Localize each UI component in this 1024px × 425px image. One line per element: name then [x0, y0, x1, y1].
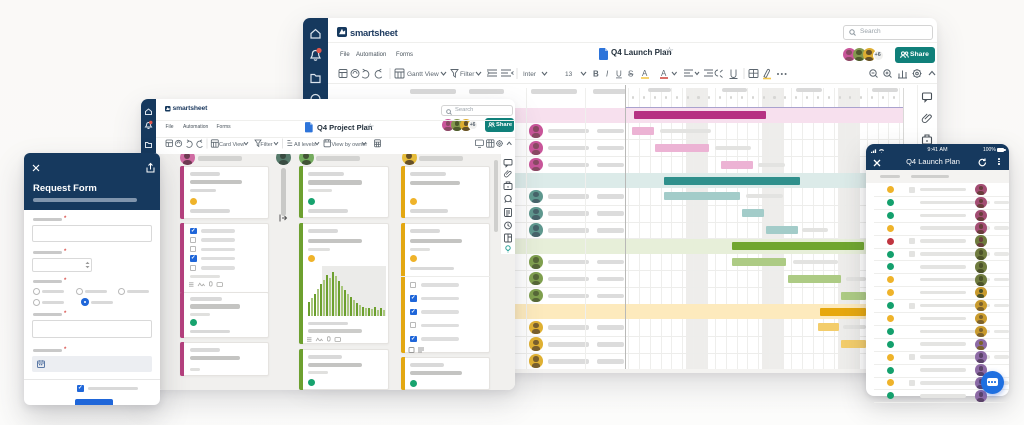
- svg-text:Filter: Filter: [260, 142, 272, 148]
- svg-text:I: I: [606, 70, 609, 79]
- svg-text:All levels: All levels: [294, 142, 316, 148]
- svg-text:U: U: [616, 70, 622, 79]
- svg-text:Filter: Filter: [460, 71, 475, 78]
- svg-text:A: A: [661, 69, 667, 78]
- svg-text:13: 13: [565, 71, 573, 78]
- svg-text:S: S: [628, 70, 633, 79]
- svg-text:A: A: [642, 69, 648, 78]
- svg-text:Card View: Card View: [219, 142, 244, 148]
- svg-text:View by owner: View by owner: [332, 142, 368, 148]
- svg-text:Inter: Inter: [523, 71, 537, 78]
- svg-text:B: B: [593, 70, 599, 79]
- svg-text:Gantt View: Gantt View: [407, 71, 439, 78]
